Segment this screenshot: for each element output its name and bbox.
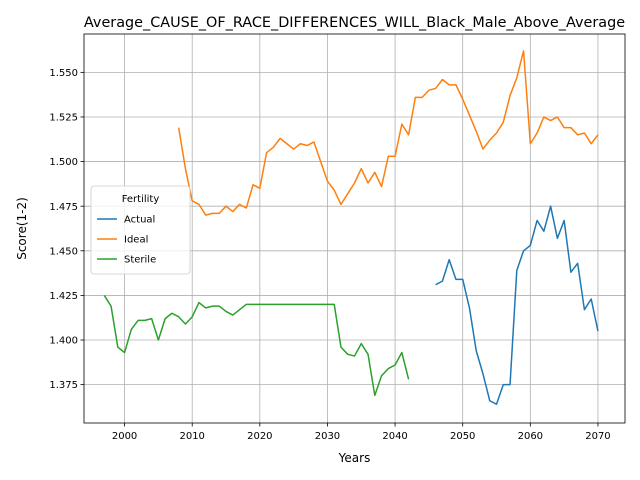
x-tick-label: 2020 [247, 431, 272, 442]
x-tick-label: 2050 [450, 431, 475, 442]
legend-entry: Actual [124, 215, 155, 226]
legend-title: Fertility [122, 194, 160, 205]
y-tick-label: 1.450 [49, 246, 78, 257]
y-tick-label: 1.525 [49, 113, 78, 124]
legend: Fertility Actual Ideal Sterile [91, 186, 190, 274]
y-tick-label: 1.425 [49, 291, 78, 302]
y-tick-label: 1.475 [49, 202, 78, 213]
x-tick-label: 2060 [518, 431, 543, 442]
y-tick-label: 1.400 [49, 336, 78, 347]
legend-entry: Ideal [124, 235, 148, 246]
x-tick-label: 2030 [315, 431, 340, 442]
x-axis-label: Years [338, 451, 371, 465]
x-tick-label: 2040 [382, 431, 407, 442]
y-tick-label: 1.500 [49, 157, 78, 168]
y-axis-label: Score(1-2) [15, 197, 29, 260]
series-line-ideal [179, 51, 598, 215]
legend-entry: Sterile [124, 255, 156, 266]
chart-title: Average_CAUSE_OF_RACE_DIFFERENCES_WILL_B… [84, 15, 625, 31]
series-line-actual [436, 206, 598, 404]
x-tick-label: 2070 [585, 431, 610, 442]
y-tick-label: 1.375 [49, 380, 78, 391]
y-axis-ticks: 1.375 1.400 1.425 1.450 1.475 1.500 1.525 1.550 [49, 68, 84, 391]
x-tick-label: 2000 [112, 431, 137, 442]
x-tick-label: 2010 [179, 431, 204, 442]
x-axis-ticks: 2000 2010 2020 2030 2040 2050 2060 2070 [112, 423, 611, 442]
series-line-sterile [104, 295, 408, 395]
y-tick-label: 1.550 [49, 68, 78, 79]
